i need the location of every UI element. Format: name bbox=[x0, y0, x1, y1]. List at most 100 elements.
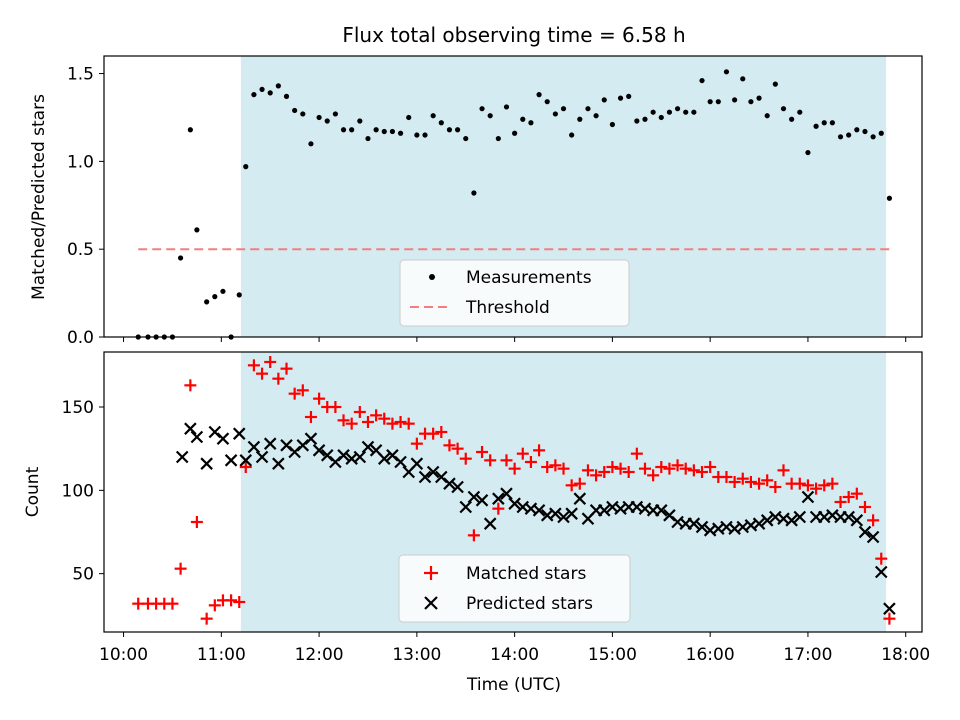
measurement-point bbox=[626, 93, 632, 99]
predicted-x-b bbox=[508, 497, 521, 510]
predicted-x-b bbox=[687, 517, 701, 530]
predicted-x-b bbox=[728, 522, 741, 535]
measurement-point bbox=[397, 130, 404, 136]
predicted-x-b bbox=[369, 444, 383, 457]
measurement-point bbox=[463, 135, 469, 142]
predicted-x-b bbox=[663, 509, 676, 522]
measurement-point bbox=[560, 106, 567, 112]
predicted-star-point bbox=[467, 490, 481, 504]
bottom-y-tick-label: 100 bbox=[62, 481, 94, 501]
predicted-x-b bbox=[394, 455, 407, 469]
matched-star-point bbox=[353, 406, 366, 418]
matched-star-point bbox=[247, 359, 260, 372]
top-panel: 0.0 0.5 1.0 1.5 Matched/Predicted stars Mea… bbox=[29, 55, 923, 348]
matched-star-point bbox=[329, 401, 342, 413]
matched-star-point bbox=[614, 462, 627, 475]
measurement-point bbox=[487, 113, 493, 119]
measurement-point bbox=[821, 120, 827, 126]
predicted-star-point bbox=[500, 487, 513, 500]
matched-star-point bbox=[541, 461, 554, 473]
predicted-star-point bbox=[418, 470, 432, 484]
measurement-point bbox=[780, 106, 787, 112]
matched-star-point bbox=[728, 476, 741, 488]
predicted-star-point bbox=[565, 507, 578, 520]
predicted-x-b bbox=[418, 470, 432, 484]
measurement-point bbox=[438, 120, 444, 126]
matched-star-point bbox=[630, 447, 643, 460]
matched-star-point bbox=[524, 456, 537, 468]
measurement-point bbox=[251, 92, 257, 98]
predicted-x-b bbox=[874, 565, 888, 579]
predicted-x-b bbox=[744, 519, 758, 532]
measurement-point bbox=[650, 109, 656, 115]
matched-star-point bbox=[508, 462, 521, 475]
measurement-point bbox=[243, 164, 249, 170]
measurement-point bbox=[495, 135, 501, 142]
measurement-point bbox=[740, 76, 746, 82]
predicted-x-b bbox=[304, 432, 318, 445]
measurement-point bbox=[715, 99, 721, 105]
predicted-x-b bbox=[597, 504, 611, 517]
predicted-star-point bbox=[760, 514, 774, 527]
predicted-x-b bbox=[655, 504, 668, 517]
predicted-x-b bbox=[540, 509, 554, 522]
bottom-x-tick-label: 17:00 bbox=[783, 645, 832, 665]
predicted-x-b bbox=[200, 457, 213, 470]
predicted-x-b bbox=[451, 480, 464, 494]
matched-star-point bbox=[256, 367, 269, 380]
bottom-data-marks bbox=[132, 356, 896, 625]
matched-star-point bbox=[225, 594, 238, 607]
predicted-star-point bbox=[752, 517, 766, 530]
matched-star-point bbox=[565, 479, 578, 492]
measurement-point bbox=[666, 109, 673, 115]
measurement-point bbox=[212, 294, 218, 300]
predicted-star-point bbox=[597, 504, 611, 517]
measurement-point bbox=[275, 83, 281, 89]
measurement-point bbox=[805, 149, 811, 156]
bottom-x-tick-label: 12:00 bbox=[295, 645, 344, 665]
matched-star-point bbox=[467, 529, 480, 542]
measurement-point bbox=[349, 127, 355, 133]
matched-star-point bbox=[370, 409, 383, 422]
measurement-point bbox=[357, 118, 363, 124]
measurement-point bbox=[446, 127, 453, 133]
matched-star-point bbox=[581, 464, 594, 477]
bottom-x-tick-label: 15:00 bbox=[588, 645, 637, 665]
bottom-y-axis: 50 100 150 bbox=[62, 398, 104, 585]
predicted-x-b bbox=[500, 487, 513, 500]
measurement-point bbox=[601, 97, 607, 103]
matched-star-point bbox=[190, 516, 203, 528]
predicted-x-b bbox=[703, 524, 717, 537]
matched-star-point bbox=[858, 501, 871, 513]
predicted-x-b bbox=[817, 510, 831, 524]
predicted-x-b bbox=[353, 450, 367, 464]
predicted-x-b bbox=[361, 440, 375, 454]
measurement-point bbox=[381, 128, 387, 135]
measurement-point bbox=[194, 227, 200, 233]
matched-star-point bbox=[826, 477, 839, 490]
measurement-point bbox=[373, 127, 379, 133]
predicted-star-point bbox=[190, 430, 204, 444]
predicted-x-b bbox=[695, 520, 709, 534]
matched-star-point bbox=[761, 474, 774, 487]
predicted-star-point bbox=[353, 450, 367, 464]
matched-star-point bbox=[402, 417, 415, 430]
top-y-tick-label: 1.5 bbox=[67, 65, 94, 85]
measurement-point bbox=[846, 132, 852, 138]
top-legend: Measurements Threshold bbox=[399, 259, 630, 327]
matched-star-point bbox=[337, 414, 350, 427]
matched-star-point bbox=[834, 496, 847, 508]
matched-star-point bbox=[557, 462, 570, 475]
predicted-star-point bbox=[532, 504, 546, 517]
matched-star-point bbox=[443, 439, 456, 452]
predicted-x-b bbox=[208, 425, 222, 439]
predicted-x-b bbox=[345, 452, 358, 465]
matched-star-point bbox=[304, 411, 317, 423]
predicted-star-point bbox=[866, 530, 880, 544]
measurement-point bbox=[300, 111, 306, 117]
predicted-x-b bbox=[255, 450, 269, 464]
predicted-x-b bbox=[386, 449, 399, 462]
top-legend-box bbox=[399, 259, 630, 327]
measurement-point bbox=[332, 111, 338, 117]
matched-star-point bbox=[696, 466, 709, 478]
